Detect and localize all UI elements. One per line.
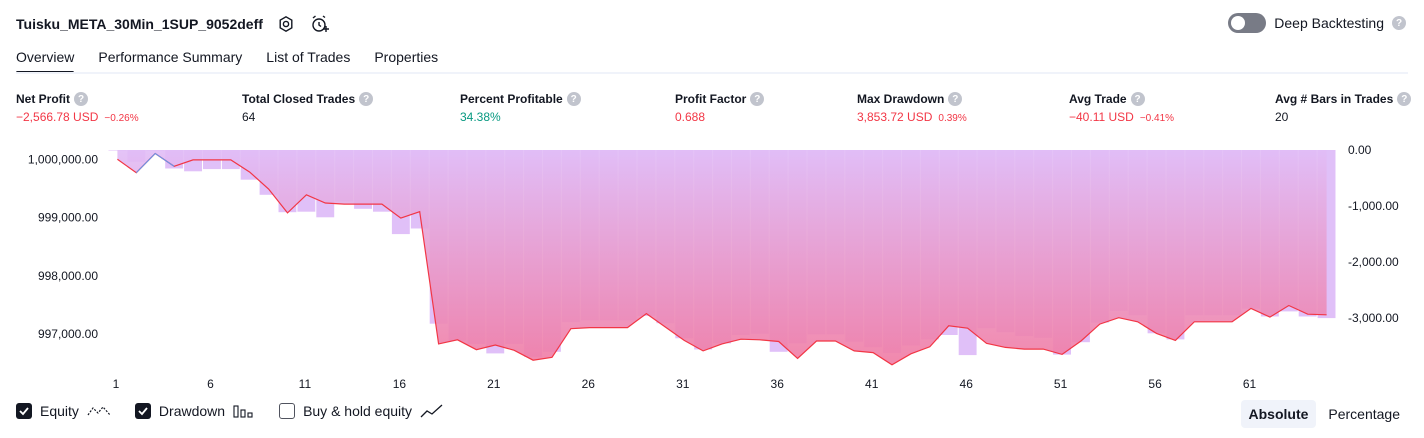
x-axis-tick-label: 26: [582, 377, 596, 391]
tab-overview[interactable]: Overview: [16, 48, 75, 74]
left-axis-tick-label: 999,000.00: [38, 211, 98, 225]
metric-label: Avg Trade: [1069, 92, 1127, 106]
metric-percent: −0.26%: [104, 113, 139, 124]
metric-label: Total Closed Trades: [242, 92, 356, 106]
info-icon[interactable]: ?: [74, 92, 88, 106]
x-axis-tick-label: 16: [393, 377, 407, 391]
strategy-title: Tuisku_META_30Min_1SUP_9052deff: [16, 16, 263, 32]
metric-percent: 0.39%: [938, 113, 967, 124]
metric-percent: −0.41%: [1139, 113, 1175, 124]
left-axis-tick-label: 997,000.00: [38, 327, 98, 341]
metric-value: −2,566.78 USD: [16, 110, 99, 124]
metric-max-drawdown: Max Drawdown? 3,853.72 USD 0.39%: [857, 92, 967, 124]
x-axis-tick-label: 6: [207, 377, 214, 391]
deep-backtesting-control: Deep Backtesting ?: [1228, 13, 1406, 33]
equity-line-icon: [87, 406, 111, 416]
equity-line: [117, 152, 1327, 366]
info-icon[interactable]: ?: [750, 92, 765, 106]
tab-properties[interactable]: Properties: [374, 49, 439, 65]
tabs-divider: [16, 72, 1408, 74]
equity-area: [117, 150, 1327, 365]
legend-equity[interactable]: Equity: [16, 403, 111, 419]
x-axis-tick-label: 1: [113, 377, 120, 391]
metric-value: 20: [1275, 110, 1289, 124]
metric-value: 3,853.72 USD: [857, 110, 933, 124]
x-axis-tick-label: 56: [1148, 377, 1162, 391]
alert-clock-icon[interactable]: [309, 13, 331, 35]
equity-drawdown-chart[interactable]: 1,000,000.00 999,000.00 998,000.00 997,000.…: [0, 140, 1424, 396]
peak-equity-line: [135, 152, 175, 174]
metric-avg-bars: Avg # Bars in Trades? 20: [1275, 92, 1412, 124]
report-tabs: Overview Performance Summary List of Tra…: [16, 48, 438, 74]
x-axis-tick-label: 46: [960, 377, 974, 391]
metric-value: 34.38%: [460, 110, 501, 124]
x-axis-tick-label: 31: [676, 377, 690, 391]
legend-drawdown-label: Drawdown: [158, 403, 226, 419]
x-axis-tick-label: 11: [299, 377, 312, 391]
x-axis-tick-label: 21: [487, 377, 501, 391]
deep-backtesting-toggle[interactable]: [1228, 13, 1267, 33]
legend-buy-hold-label: Buy & hold equity: [303, 403, 413, 419]
deep-backtesting-label: Deep Backtesting: [1274, 15, 1384, 31]
right-axis-tick-label: 0.00: [1348, 143, 1372, 157]
metric-value: 0.688: [675, 110, 706, 124]
left-axis-tick-label: 998,000.00: [38, 269, 98, 283]
metrics-row: Net Profit? −2,566.78 USD −0.26% Total Cl…: [0, 92, 1424, 132]
tab-performance-summary[interactable]: Performance Summary: [98, 49, 243, 65]
metric-profit-factor: Profit Factor? 0.688: [675, 92, 765, 124]
equity-checkbox[interactable]: [16, 403, 32, 419]
x-axis-tick-label: 41: [865, 377, 879, 391]
strategy-header: Tuisku_META_30Min_1SUP_9052deff: [16, 12, 331, 36]
value-mode-switch: Absolute Percentage: [1240, 400, 1409, 428]
info-icon[interactable]: ?: [566, 92, 581, 106]
metric-label: Profit Factor: [675, 92, 747, 106]
metric-value: −40.11 USD: [1069, 110, 1134, 124]
right-axis-tick-label: -1,000.00: [1348, 199, 1399, 213]
metric-label: Avg # Bars in Trades: [1275, 92, 1394, 106]
right-axis-tick-label: -2,000.00: [1348, 255, 1399, 269]
metric-avg-trade: Avg Trade? −40.11 USD −0.41%: [1069, 92, 1174, 124]
mode-absolute-button[interactable]: Absolute: [1240, 400, 1317, 428]
drawdown-checkbox[interactable]: [134, 403, 151, 419]
info-icon[interactable]: ?: [948, 92, 963, 106]
metric-net-profit: Net Profit? −2,566.78 USD −0.26%: [16, 92, 139, 124]
info-icon[interactable]: ?: [1130, 92, 1145, 106]
metric-label: Net Profit: [16, 92, 70, 106]
x-axis-tick-label: 51: [1054, 377, 1068, 391]
legend-equity-label: Equity: [40, 403, 79, 419]
info-icon[interactable]: ?: [359, 92, 374, 106]
metric-percent-profitable: Percent Profitable? 34.38%: [460, 92, 581, 124]
metric-label: Percent Profitable: [460, 92, 563, 106]
help-icon[interactable]: ?: [1392, 16, 1406, 30]
tab-list-of-trades[interactable]: List of Trades: [266, 49, 351, 65]
x-axis-tick-label: 61: [1243, 377, 1257, 391]
legend-buy-hold-equity[interactable]: Buy & hold equity: [279, 403, 444, 419]
legend-drawdown[interactable]: Drawdown: [134, 403, 255, 419]
left-axis-tick-label: 1,000,000.00: [28, 152, 98, 166]
x-axis-tick-label: 36: [771, 377, 785, 391]
info-icon[interactable]: ?: [1397, 92, 1412, 106]
metric-total-closed-trades: Total Closed Trades? 64: [242, 92, 374, 124]
chart-legend: Equity Drawdown Buy & hold equity: [16, 403, 444, 419]
buy-hold-line-icon: [420, 404, 443, 418]
mode-percentage-button[interactable]: Percentage: [1328, 406, 1400, 422]
metric-value: 64: [242, 110, 256, 124]
metric-label: Max Drawdown: [857, 92, 945, 106]
settings-gear-icon[interactable]: [275, 13, 297, 35]
drawdown-bars-icon: [233, 405, 253, 418]
right-axis-tick-label: -3,000.00: [1348, 311, 1399, 325]
buy-hold-checkbox[interactable]: [279, 403, 296, 419]
